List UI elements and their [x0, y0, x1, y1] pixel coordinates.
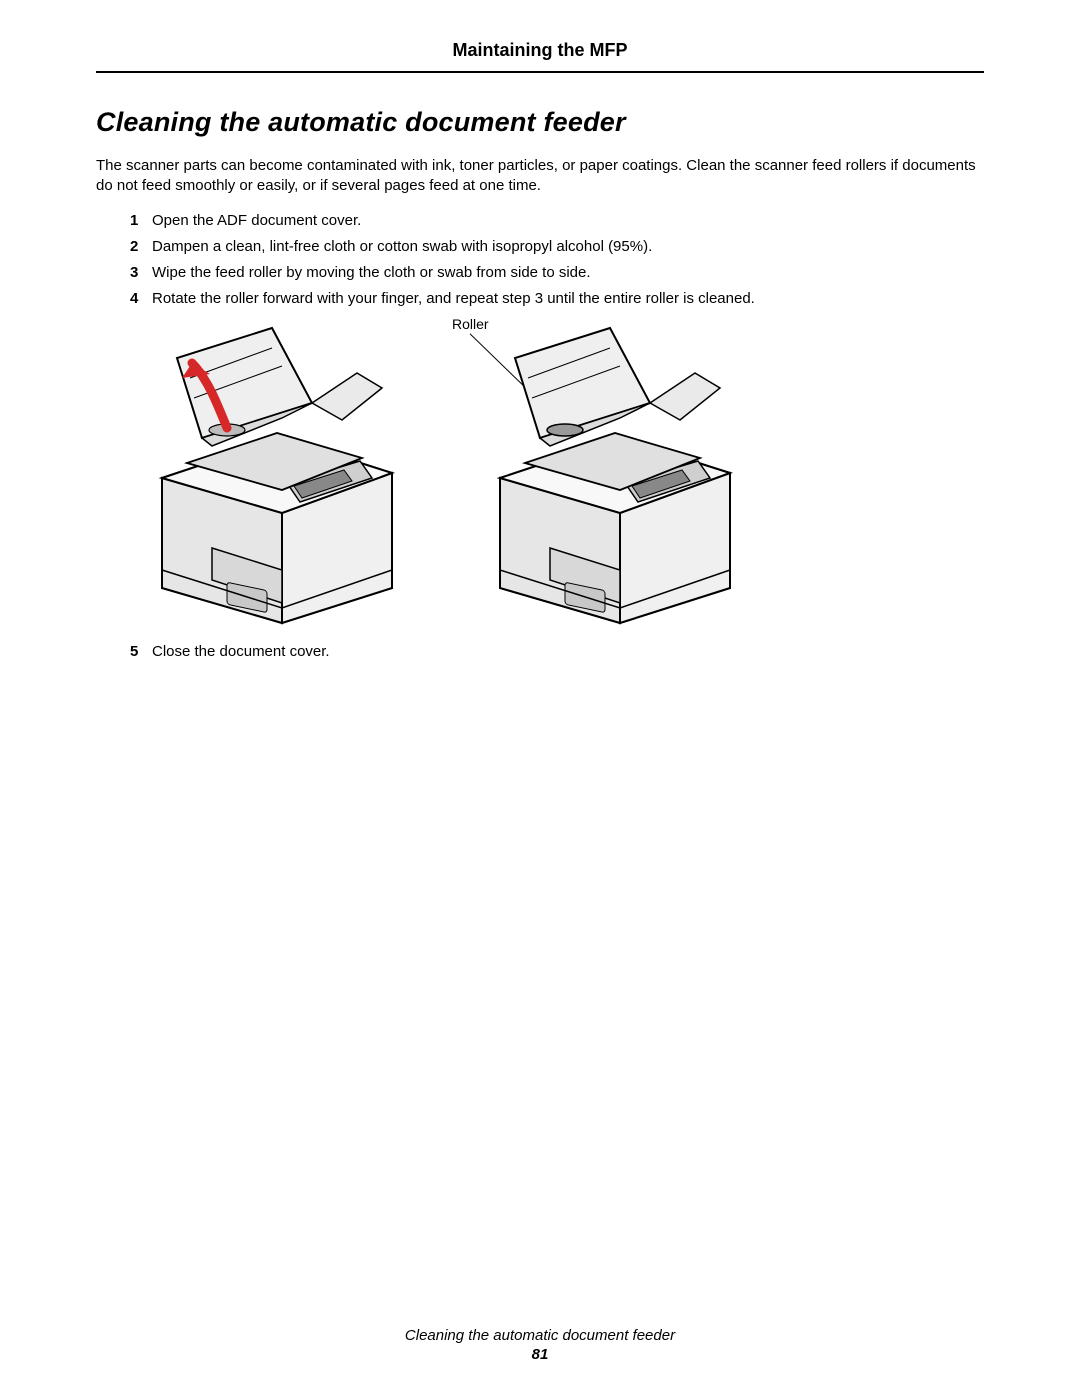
step-item: 3 Wipe the feed roller by moving the clot…: [130, 263, 984, 283]
figure-row: Roller: [132, 318, 984, 628]
figure-roller-callout: Roller: [470, 318, 760, 628]
footer-section-title: Cleaning the automatic document feeder: [0, 1327, 1080, 1344]
steps-list-2: 5 Close the document cover.: [96, 642, 984, 662]
step-text: Open the ADF document cover.: [152, 212, 361, 229]
step-number: 2: [130, 237, 138, 257]
step-number: 4: [130, 289, 138, 309]
step-number: 3: [130, 263, 138, 283]
footer-page-number: 81: [0, 1346, 1080, 1363]
roller-callout-label: Roller: [452, 316, 489, 332]
header-rule: [96, 71, 984, 73]
figure-open-adf: [132, 318, 422, 628]
step-number: 1: [130, 211, 138, 231]
step-item: 5 Close the document cover.: [130, 642, 984, 662]
section-intro: The scanner parts can become contaminate…: [96, 156, 984, 197]
step-item: 4 Rotate the roller forward with your fin…: [130, 289, 984, 309]
step-text: Dampen a clean, lint-free cloth or cotto…: [152, 238, 652, 255]
steps-list-1: 1 Open the ADF document cover. 2 Dampen a …: [96, 211, 984, 310]
step-text: Rotate the roller forward with your fing…: [152, 290, 755, 307]
step-text: Wipe the feed roller by moving the cloth…: [152, 264, 591, 281]
step-item: 2 Dampen a clean, lint-free cloth or cott…: [130, 237, 984, 257]
section-title: Cleaning the automatic document feeder: [96, 107, 984, 138]
step-text: Close the document cover.: [152, 643, 330, 660]
printer-illustration-1: [132, 318, 422, 628]
printer-illustration-2: [470, 318, 760, 628]
chapter-header: Maintaining the MFP: [96, 40, 984, 71]
page-footer: Cleaning the automatic document feeder 8…: [0, 1327, 1080, 1363]
step-number: 5: [130, 642, 138, 662]
step-item: 1 Open the ADF document cover.: [130, 211, 984, 231]
